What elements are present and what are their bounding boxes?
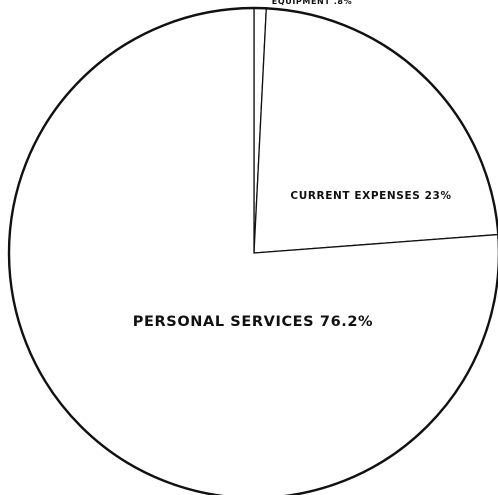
pie-outline bbox=[7, 6, 498, 495]
pie-slice-label-2: CURRENT EXPENSES 23% bbox=[290, 190, 451, 202]
pie-slice-label-1: EQUIPMENT .8% bbox=[272, 0, 352, 6]
pie-slice-label-3: PERSONAL SERVICES 76.2% bbox=[133, 314, 373, 330]
pie-slice-2 bbox=[253, 7, 498, 254]
